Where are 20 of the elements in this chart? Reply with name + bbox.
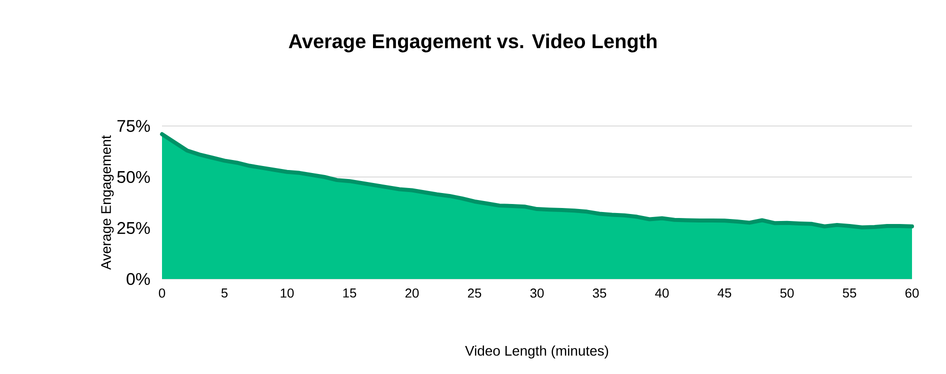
x-tick-label: 5 (221, 288, 228, 298)
chart-title: Average Engagement vs. Video Length (288, 34, 656, 52)
x-tick-label: 15 (343, 288, 356, 298)
x-tick-label: 10 (280, 288, 294, 298)
x-axis-title: Video Length (minutes) (465, 345, 608, 358)
x-tick-label: 20 (405, 288, 419, 298)
y-tick-label: 25% (117, 222, 150, 234)
y-tick-label: 50% (117, 171, 150, 184)
y-tick-label: 0% (126, 273, 150, 285)
y-axis-title: Average Engagement (101, 135, 114, 270)
x-tick-label: 45 (718, 288, 732, 298)
x-tick-label: 50 (780, 288, 794, 298)
x-tick-label: 25 (468, 288, 482, 298)
x-tick-label: 35 (592, 288, 606, 298)
x-tick-label: 40 (655, 288, 669, 298)
x-tick-label: 55 (842, 288, 856, 298)
x-tick-label: 0 (158, 288, 166, 298)
x-tick-label: 60 (905, 288, 919, 298)
x-tick-label: 30 (530, 288, 544, 298)
y-tick-label: 75% (117, 120, 150, 132)
